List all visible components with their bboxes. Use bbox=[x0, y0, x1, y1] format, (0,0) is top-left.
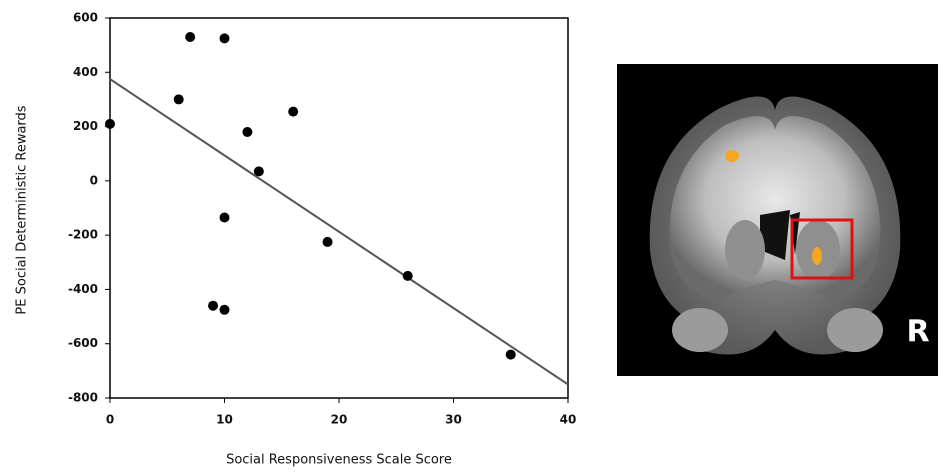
data-point bbox=[220, 33, 230, 43]
regression-line bbox=[110, 79, 568, 384]
figure: PE Social Deterministic Rewards Social R… bbox=[0, 0, 950, 474]
orientation-label: R bbox=[906, 315, 929, 350]
y-tick-label: -800 bbox=[68, 391, 98, 405]
x-tick-label: 10 bbox=[216, 413, 233, 427]
data-point bbox=[105, 119, 115, 129]
data-point bbox=[288, 107, 298, 117]
x-tick-label: 40 bbox=[560, 413, 577, 427]
brain-image: R bbox=[617, 64, 938, 376]
plot-area: -800 -600 -400 -200 0 200 400 600 0 10 20 30 40 bbox=[68, 11, 576, 427]
x-tick-label: 0 bbox=[106, 413, 114, 427]
data-point bbox=[174, 94, 184, 104]
y-tick-label: 400 bbox=[73, 65, 98, 79]
activation-blob bbox=[725, 150, 739, 162]
y-tick-label: -200 bbox=[68, 228, 98, 242]
y-tick-label: -600 bbox=[68, 336, 98, 350]
y-tick-label: -400 bbox=[68, 282, 98, 296]
data-point bbox=[242, 127, 252, 137]
y-tick-label: 600 bbox=[73, 11, 98, 25]
data-point bbox=[403, 271, 413, 281]
x-tick-label: 20 bbox=[331, 413, 348, 427]
basal-ganglia-left bbox=[725, 220, 765, 280]
plot-frame bbox=[110, 18, 568, 398]
data-point bbox=[208, 301, 218, 311]
data-point bbox=[220, 305, 230, 315]
x-axis-label: Social Responsiveness Scale Score bbox=[226, 453, 452, 468]
data-point bbox=[323, 237, 333, 247]
data-point bbox=[254, 166, 264, 176]
y-tick-label: 0 bbox=[90, 173, 98, 187]
y-axis-label: PE Social Deterministic Rewards bbox=[15, 105, 30, 314]
temporal-lobe-right bbox=[827, 308, 883, 352]
data-point bbox=[220, 213, 230, 223]
y-tick-label: 200 bbox=[73, 119, 98, 133]
temporal-lobe-left bbox=[672, 308, 728, 352]
x-tick-label: 30 bbox=[445, 413, 462, 427]
data-point bbox=[506, 350, 516, 360]
data-point bbox=[185, 32, 195, 42]
activation-blob bbox=[812, 247, 822, 265]
